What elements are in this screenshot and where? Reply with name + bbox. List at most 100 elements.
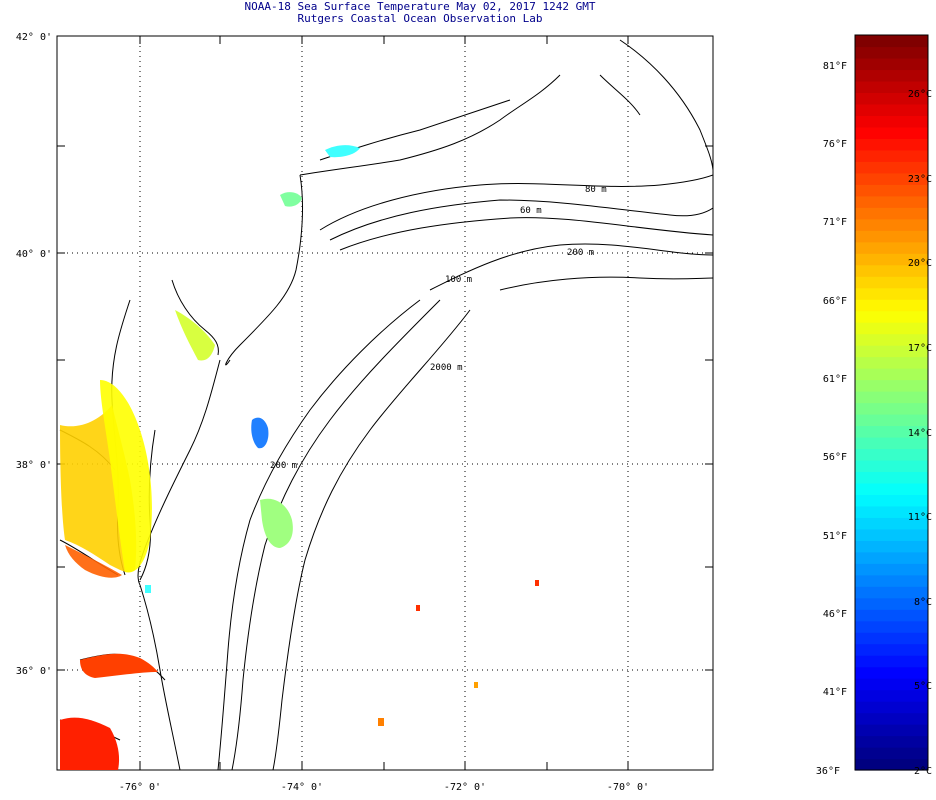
depth-label: 100 m: [445, 275, 472, 285]
colorbar-stripe: [855, 620, 928, 633]
colorbar-stripe: [855, 758, 928, 771]
colorbar-stripe: [855, 609, 928, 622]
colorbar-stripe: [855, 379, 928, 392]
colorbar-stripe: [855, 448, 928, 461]
colorbar-stripe: [855, 436, 928, 450]
fahrenheit-label: 46°F: [823, 609, 847, 620]
colorbar-stripe: [855, 368, 928, 381]
colorbar-stripe: [855, 115, 928, 128]
fahrenheit-label: 71°F: [823, 217, 847, 228]
colorbar-gradient: [855, 35, 928, 771]
colorbar-stripe: [855, 528, 928, 541]
lat-label: 38° 0': [16, 460, 52, 471]
map-title: NOAA-18 Sea Surface Temperature May 02, …: [244, 0, 596, 13]
colorbar-stripe: [855, 264, 928, 277]
celsius-label: 11°C: [908, 512, 932, 523]
depth-label: 60 m: [520, 206, 542, 216]
celsius-label: 2°C: [914, 766, 932, 777]
bathymetry-contours: [217, 174, 713, 770]
lon-label: -74° 0': [281, 782, 323, 793]
celsius-label: 5°C: [914, 681, 932, 692]
colorbar-stripe: [855, 218, 928, 231]
celsius-label: 26°C: [908, 89, 932, 100]
colorbar-stripe: [855, 505, 928, 518]
colorbar-stripe: [855, 253, 928, 266]
colorbar-stripe: [855, 46, 928, 59]
map-frame: [56, 35, 714, 771]
celsius-label: 14°C: [908, 428, 932, 439]
colorbar-stripe: [855, 172, 928, 185]
colorbar-stripe: [855, 322, 928, 335]
colorbar-stripe: [855, 35, 928, 48]
colorbar-stripe: [855, 345, 928, 358]
colorbar-stripe: [855, 276, 928, 289]
colorbar-stripe: [855, 563, 928, 576]
colorbar-stripe: [855, 655, 928, 668]
colorbar-stripe: [855, 701, 928, 714]
colorbar-stripe: [855, 241, 928, 254]
colorbar-stripe: [855, 586, 928, 599]
depth-label: 200 m: [567, 248, 594, 258]
colorbar-stripe: [855, 632, 928, 645]
colorbar-stripe: [855, 356, 928, 369]
fahrenheit-label: 51°F: [823, 531, 847, 542]
colorbar-stripe: [855, 310, 928, 323]
lat-label: 40° 0': [16, 249, 52, 260]
colorbar-stripe: [855, 597, 928, 610]
colorbar-stripe: [855, 643, 928, 656]
colorbar-stripe: [855, 459, 928, 473]
colorbar-stripe: [855, 92, 928, 105]
celsius-label: 20°C: [908, 258, 932, 269]
colorbar-stripe: [855, 391, 928, 404]
colorbar-stripe: [855, 747, 928, 760]
depth-label: 2000 m: [430, 363, 463, 373]
fahrenheit-label: 61°F: [823, 374, 847, 385]
lon-label: -72° 0': [444, 782, 486, 793]
fahrenheit-label: 56°F: [823, 452, 847, 463]
colorbar-stripe: [855, 195, 928, 208]
colorbar-stripe: [855, 494, 928, 507]
colorbar-stripe: [855, 184, 928, 197]
colorbar-stripe: [855, 551, 928, 564]
colorbar-stripe: [855, 80, 928, 94]
colorbar-stripe: [855, 138, 928, 151]
colorbar-stripe: [855, 735, 928, 748]
lat-label: 42° 0': [16, 32, 52, 43]
colorbar-stripe: [855, 230, 928, 243]
colorbar-stripe: [855, 689, 928, 702]
lon-label: -70° 0': [607, 782, 649, 793]
colorbar-stripe: [855, 517, 928, 530]
map-subtitle: Rutgers Coastal Ocean Observation Lab: [297, 12, 543, 25]
depth-label: 200 m: [270, 461, 297, 471]
celsius-label: 8°C: [914, 597, 932, 608]
colorbar-stripe: [855, 724, 928, 737]
fahrenheit-label: 41°F: [823, 687, 847, 698]
colorbar-stripe: [855, 574, 928, 587]
colorbar-frame: [854, 34, 929, 771]
colorbar-stripe: [855, 287, 928, 300]
colorbar-stripe: [855, 413, 928, 427]
sst-patches: [60, 145, 539, 770]
fahrenheit-label: 36°F: [816, 766, 840, 777]
colorbar-stripe: [855, 333, 928, 346]
colorbar-stripe: [855, 57, 928, 71]
celsius-label: 17°C: [908, 343, 932, 354]
colorbar-stripe: [855, 540, 928, 553]
colorbar-stripe: [855, 471, 928, 484]
lat-label: 36° 0': [16, 666, 52, 677]
colorbar-stripe: [855, 69, 928, 82]
colorbar-stripe: [855, 712, 928, 725]
frame-ticks: [57, 36, 713, 770]
fahrenheit-label: 76°F: [823, 139, 847, 150]
colorbar-stripe: [855, 149, 928, 162]
colorbar-stripe: [855, 161, 928, 174]
colorbar-stripe: [855, 425, 928, 438]
colorbar-stripe: [855, 402, 928, 415]
colorbar-stripe: [855, 482, 928, 495]
fahrenheit-label: 81°F: [823, 61, 847, 72]
colorbar-stripe: [855, 299, 928, 312]
colorbar-stripe: [855, 207, 928, 220]
depth-label: 80 m: [585, 185, 607, 195]
colorbar-stripe: [855, 678, 928, 691]
